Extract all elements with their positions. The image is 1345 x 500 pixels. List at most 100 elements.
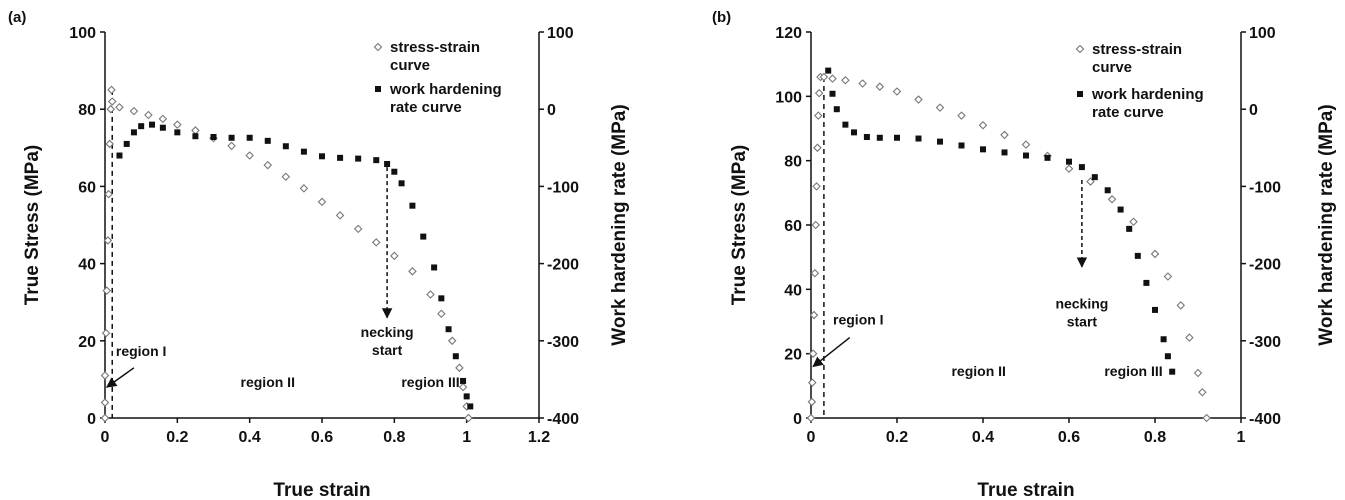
data-point-work-hardening [1160,336,1167,343]
x-tick-label: 0 [807,429,816,446]
y2-tick-label: 0 [547,102,556,119]
data-point-stress-strain [810,268,820,278]
data-point-work-hardening [825,67,832,74]
data-point-work-hardening [1001,149,1008,156]
legend-label: curve [390,57,430,74]
annotation-text: start [372,342,403,358]
y-tick-label: 120 [775,25,802,42]
y-axis-title: True Stress (MPa) [729,145,750,306]
data-point-work-hardening [467,403,474,410]
y-tick-label: 20 [78,334,96,351]
y-tick-label: 100 [69,25,96,42]
data-point-stress-strain [1193,368,1203,378]
region-i-arrow [105,367,135,388]
data-point-stress-strain [335,211,345,220]
data-point-work-hardening [159,124,166,131]
data-point-stress-strain [914,95,923,104]
data-point-stress-strain [807,397,817,407]
annotation-text: region II [951,363,1005,379]
annotation-text: necking [1055,296,1108,312]
y2-tick-label: 0 [1249,102,1258,119]
data-point-work-hardening [420,233,427,240]
x-tick-label: 0.6 [311,429,333,446]
y2-tick-label: -300 [547,334,579,351]
data-point-work-hardening [1104,187,1111,194]
data-point-work-hardening [1023,152,1029,159]
data-point-work-hardening [373,157,380,164]
panel-label: (a) [8,9,26,26]
data-point-work-hardening [1078,164,1085,171]
y2-tick-label: -100 [1249,179,1281,196]
data-point-stress-strain [107,85,116,95]
x-tick-label: 0.6 [1058,429,1080,446]
annotation-text: region II [241,374,295,390]
data-point-stress-strain [1198,387,1207,397]
y-tick-label: 100 [775,89,802,106]
x-tick-label: 0 [101,429,110,446]
legend-marker-stress-strain [373,42,383,52]
data-point-stress-strain [892,87,902,96]
x-tick-label: 0.2 [886,429,908,446]
data-point-work-hardening [149,121,156,128]
legend-label: curve [1092,59,1132,76]
x-tick-label: 1 [1237,429,1246,446]
data-point-stress-strain [173,120,182,129]
data-point-stress-strain [828,74,837,83]
data-point-work-hardening [1117,206,1124,213]
y-tick-label: 60 [784,218,802,235]
data-point-work-hardening [355,155,362,162]
x-tick-label: 1 [462,429,471,446]
data-point-stress-strain [263,160,273,170]
data-point-stress-strain [858,79,867,88]
x-tick-label: 0.4 [972,429,994,446]
annotation-text: start [1067,314,1098,330]
y2-tick-label: -200 [1249,257,1281,274]
data-point-work-hardening [863,133,870,140]
data-point-stress-strain [103,236,113,245]
data-point-stress-strain [1000,130,1009,140]
data-point-work-hardening [460,377,467,384]
data-point-stress-strain [813,143,822,153]
y2-tick-label: -400 [1249,411,1281,428]
data-point-work-hardening [915,135,922,142]
data-point-stress-strain [806,413,816,423]
legend-label: rate curve [1092,104,1164,121]
data-point-stress-strain [100,371,110,380]
data-point-stress-strain [390,251,399,261]
data-point-stress-strain [101,328,111,338]
data-point-stress-strain [811,220,821,230]
y-tick-label: 0 [793,411,802,428]
x-tick-label: 0.2 [166,429,188,446]
data-point-work-hardening [463,393,470,400]
x-axis-title: True strain [977,480,1074,500]
y2-tick-label: -200 [547,257,579,274]
data-point-work-hardening [1143,279,1150,286]
y-axis-title: True Stress (MPa) [22,145,43,306]
data-point-work-hardening [980,146,986,153]
data-point-work-hardening [391,168,398,175]
data-point-stress-strain [100,413,110,423]
data-point-stress-strain [104,189,113,199]
y2-axis-title: Work hardening rate (MPa) [1316,104,1337,345]
data-point-stress-strain [281,172,291,182]
data-point-stress-strain [408,267,417,276]
data-point-stress-strain [464,413,473,423]
data-point-work-hardening [123,140,130,147]
data-point-stress-strain [105,139,114,149]
data-point-work-hardening [1169,368,1176,375]
data-point-stress-strain [875,82,885,91]
data-point-work-hardening [300,148,307,155]
x-tick-label: 1.2 [528,429,550,446]
chart-panel-0: (a) 0 0.2 0.4 0.6 0.8 1 1.2 0 20 40 60 80 100 -400 -300… [8,9,630,500]
y-tick-label: 0 [87,411,96,428]
data-point-stress-strain [447,336,457,346]
data-point-stress-strain [1150,249,1160,259]
data-point-stress-strain [353,224,363,234]
data-point-work-hardening [431,264,438,271]
x-axis-title: True strain [273,480,370,500]
data-point-work-hardening [174,129,181,136]
legend-label: stress-strain [390,39,480,56]
y-tick-label: 20 [784,347,802,364]
annotation-text: region I [833,312,884,328]
